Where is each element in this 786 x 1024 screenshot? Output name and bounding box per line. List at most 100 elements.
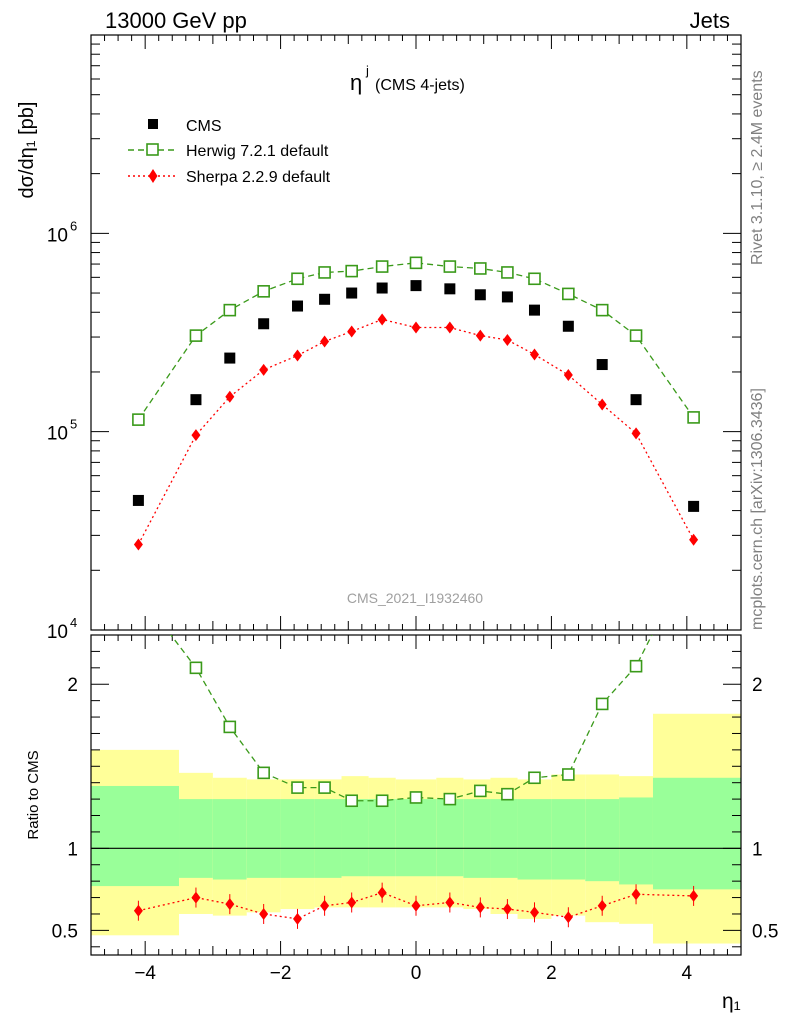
sherpa-point [597,398,607,411]
plot-title-sup: j [365,63,369,78]
y-tick-label-base: 10 [47,424,68,445]
herwig-point [291,272,304,286]
rivet-label: Rivet 3.1.10, ≥ 2.4M events [749,70,766,265]
herwig-point [189,329,203,342]
ratio-sherpa-point [475,901,485,914]
ratio-herwig-point [629,659,643,673]
header-left: 13000 GeV pp [105,8,247,33]
plot-title-main: η [350,70,362,95]
sherpa-point [133,538,143,551]
ratio-y-tick-label-left: 2 [67,675,78,696]
x-tick-label: 4 [682,963,693,984]
ratio-herwig-point [595,697,609,711]
ratio-herwig-point [133,587,144,598]
herwig-point [595,303,609,317]
herwig-point [257,285,270,298]
band-inner [368,799,396,877]
cms-point [346,287,358,299]
cms-point [190,394,202,406]
legend-cms-label: CMS [186,118,222,135]
ratio-sherpa-point [225,898,235,911]
band-inner [490,799,518,878]
cms-point [319,293,331,305]
legend-cms-marker [148,119,158,129]
y-tick-label-base: 10 [47,622,68,643]
x-axis-label-text: η₁ [722,990,741,1013]
sherpa-point [529,348,539,361]
sherpa-point [689,533,699,546]
ratio-sherpa-point [320,899,330,912]
cms-point [474,289,486,301]
x-axis-label: η₁ [722,990,741,1013]
band-inner [246,799,281,878]
ratio-sherpa-point [293,912,303,925]
legend-sherpa-marker [148,169,158,183]
band-inner [652,777,741,890]
herwig-point [132,413,145,426]
ratio-herwig-point [443,792,457,806]
band-inner [91,785,180,887]
band-inner [179,799,213,878]
cms-point [630,394,642,406]
cms-point [562,320,574,332]
x-tick-label: 0 [411,963,422,984]
band-inner [619,797,653,885]
ratio-y-tick-label-left: 1 [67,839,78,860]
ratio-herwig-point [375,794,389,808]
sherpa-point [259,363,269,376]
ratio-sherpa-point [502,903,512,916]
herwig-line [137,262,695,420]
sherpa-point [445,321,455,334]
cms-point [258,318,270,330]
ratio-herwig-point [291,781,304,794]
cms-point [501,291,513,303]
ratio-series [133,587,699,929]
x-tick-label: 2 [546,963,557,984]
band-inner [517,799,552,880]
ratio-plot: −4 −2 0 2 4 0.5 0.5 1 1 2 2 [52,587,778,984]
legend-herwig-label: Herwig 7.2.1 default [186,143,329,160]
herwig-point [223,303,237,317]
y-tick-label-exp: 6 [70,218,77,233]
header-right: Jets [690,8,730,33]
band-inner [341,799,369,877]
herwig-point [375,260,389,273]
y-tick-label-exp: 4 [70,615,77,630]
legend-sherpa-label: Sherpa 2.2.9 default [186,169,331,186]
plot-title: η j (CMS 4-jets) [350,63,465,95]
ratio-sherpa-point [133,904,143,917]
herwig-point [443,260,457,273]
cms-point [444,283,456,295]
sherpa-point [502,333,512,346]
ratio-y-tick-label-right: 1 [752,839,763,860]
herwig-point [687,411,700,424]
legend: CMS Herwig 7.2.1 default Sherpa 2.2.9 de… [128,118,331,186]
herwig-point [501,266,514,279]
ratio-herwig-line [170,635,653,802]
ratio-herwig-point [345,794,358,808]
ratio-herwig-point [318,781,331,794]
herwig-point [528,272,541,286]
y-tick-label-base: 10 [47,225,68,246]
herwig-point [345,264,358,278]
cms-point [292,300,304,312]
band-inner [212,799,247,880]
ratio-sherpa-point [259,907,269,920]
ratio-herwig-point [474,784,487,798]
herwig-point [409,256,423,270]
ratio-y-tick-label-right: 0.5 [752,921,778,942]
ratio-sherpa-point [631,888,641,901]
band-inner [280,799,315,878]
sherpa-point [563,369,573,382]
y-tick-label: 10 4 [47,615,77,643]
y-tick-label: 10 5 [47,417,77,445]
cms-point [376,282,388,294]
ratio-sherpa-point [689,889,699,902]
ratio-sherpa-point [347,896,357,909]
ratio-sherpa-point [191,891,201,904]
band-inner [436,799,464,877]
sherpa-point [320,335,330,348]
cms-point [132,494,144,506]
